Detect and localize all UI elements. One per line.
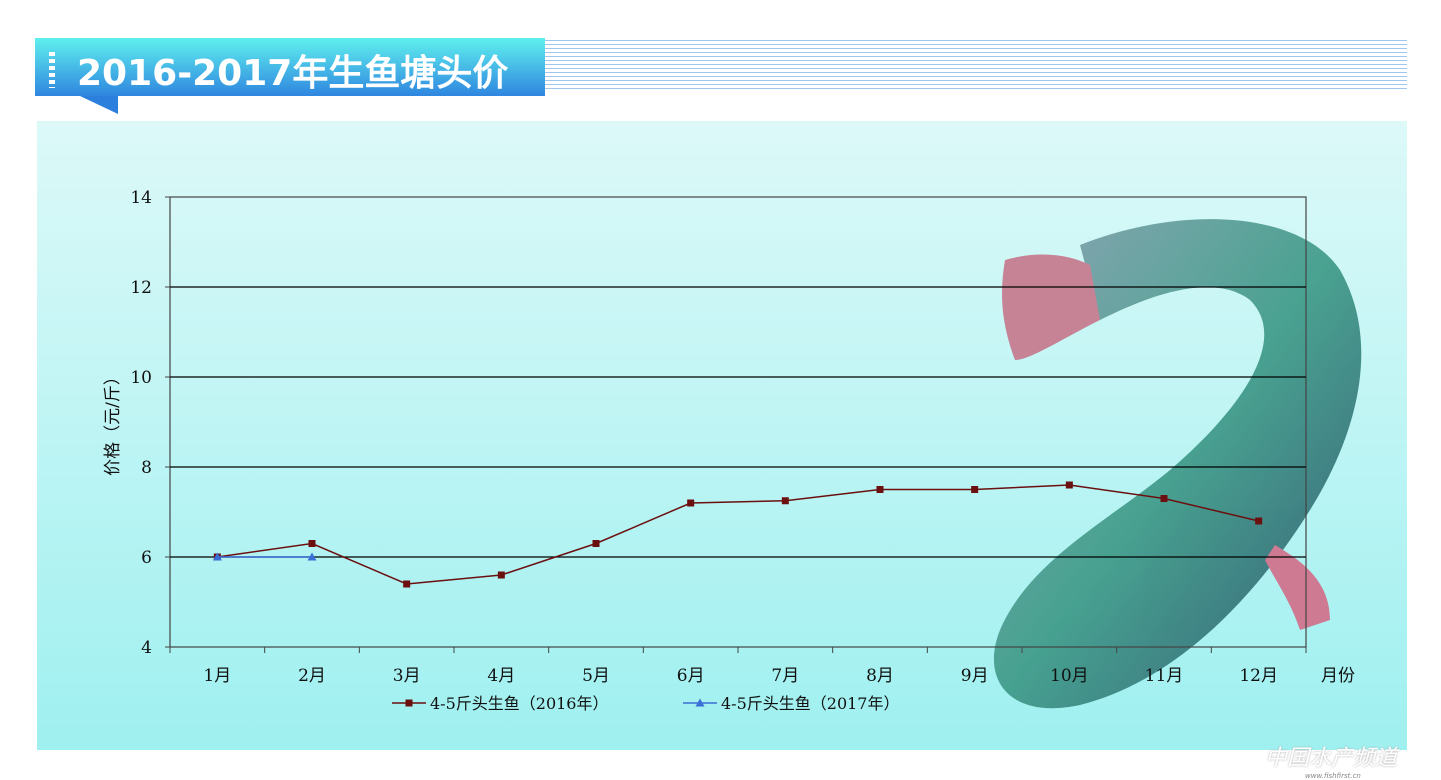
x-tick-label: 11月 xyxy=(1145,666,1184,686)
data-point-marker xyxy=(1255,517,1263,525)
page-title: 2016-2017年生鱼塘头价 xyxy=(77,53,509,94)
data-point-marker xyxy=(781,497,789,505)
data-point-marker xyxy=(308,540,316,547)
x-axis-label: 月份 xyxy=(1321,666,1355,686)
x-tick-label: 6月 xyxy=(677,666,705,686)
fish-image xyxy=(993,219,1362,709)
data-point-marker xyxy=(1160,495,1168,502)
y-tick-label: 12 xyxy=(130,278,152,298)
data-point-marker xyxy=(403,580,411,588)
y-tick-label: 8 xyxy=(141,458,152,478)
x-tick-label: 8月 xyxy=(866,666,894,686)
x-tick-label: 5月 xyxy=(582,666,610,686)
legend-label: 4-5斤头生鱼（2017年） xyxy=(721,694,900,713)
data-point-marker xyxy=(971,486,979,493)
watermark-text: 中国水产频道 xyxy=(1265,746,1398,771)
watermark-url: www.fishfirst.cn xyxy=(1305,772,1361,780)
stripes-decoration xyxy=(545,40,1407,90)
y-tick-label: 14 xyxy=(130,188,152,208)
data-point-marker xyxy=(405,699,413,707)
data-point-marker xyxy=(695,698,705,707)
x-tick-label: 4月 xyxy=(487,666,515,686)
y-axis-label: 价格（元/斤） xyxy=(103,368,123,476)
banner-tail xyxy=(80,96,118,114)
y-tick-label: 10 xyxy=(130,368,152,388)
data-point-marker xyxy=(497,571,505,579)
x-tick-label: 9月 xyxy=(961,666,989,686)
data-point-marker xyxy=(212,552,222,561)
dots-decoration xyxy=(49,52,55,88)
y-tick-label: 4 xyxy=(141,638,152,658)
x-tick-label: 12月 xyxy=(1239,666,1278,686)
y-tick-label: 6 xyxy=(141,548,152,568)
watermark-logo: 中国水产频道 www.fishfirst.cn xyxy=(1265,740,1397,780)
series-line xyxy=(217,484,1259,585)
x-tick-label: 1月 xyxy=(203,666,231,686)
x-tick-label: 10月 xyxy=(1050,666,1089,686)
data-point-marker xyxy=(1065,481,1073,489)
data-point-marker xyxy=(307,552,317,561)
legend-label: 4-5斤头生鱼（2016年） xyxy=(430,694,609,713)
x-tick-label: 2月 xyxy=(298,666,326,686)
data-point-marker xyxy=(876,486,884,493)
data-point-marker xyxy=(687,499,695,507)
data-point-marker xyxy=(592,540,600,547)
title-banner: 2016-2017年生鱼塘头价 xyxy=(35,38,545,96)
x-tick-label: 3月 xyxy=(393,666,421,686)
x-tick-label: 7月 xyxy=(771,666,799,686)
